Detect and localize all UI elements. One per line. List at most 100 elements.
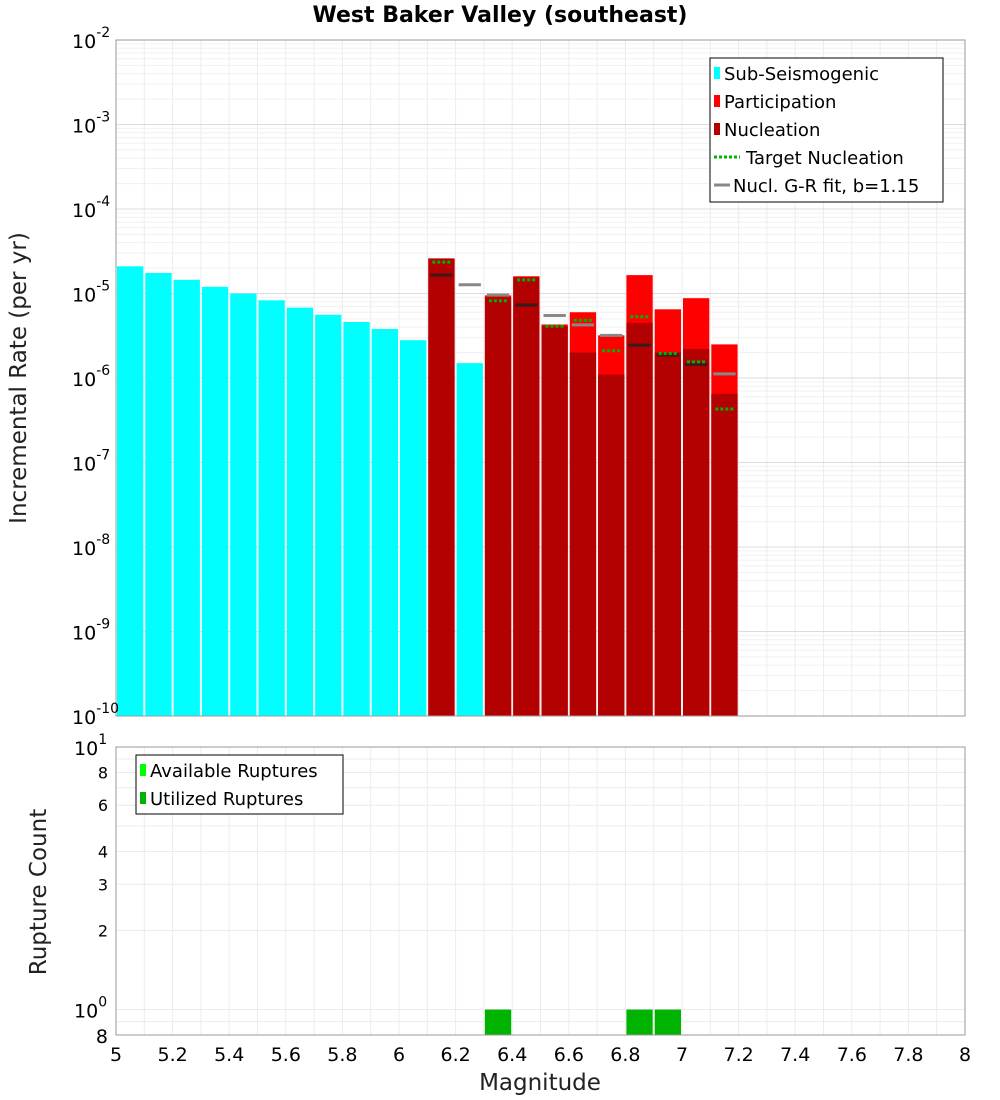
x-tick-label: 7.4 — [780, 1044, 810, 1066]
legend-swatch-nucleation — [714, 123, 720, 135]
legend-label-sub-seismogenic: Sub-Seismogenic — [724, 64, 879, 85]
rate-y-tick-label: 10-4 — [72, 194, 110, 222]
rupture-y-tick-bottom: 8 — [96, 1026, 108, 1048]
bar-nucleation — [683, 349, 710, 716]
rate-y-tick-label: 10-6 — [72, 363, 110, 391]
rupture-y-tick-minor: 2 — [98, 922, 108, 941]
x-tick-label: 5.6 — [271, 1044, 301, 1066]
rate-plot-frame — [115, 39, 966, 717]
x-tick-label: 5.8 — [327, 1044, 357, 1066]
rate-y-tick: 10-9 — [72, 617, 110, 645]
rate-y-tick: 10-10 — [72, 701, 119, 729]
rupture-bars — [484, 1009, 681, 1035]
rupture-gridlines — [115, 747, 966, 1035]
bar-sub-seismogenic — [145, 272, 172, 716]
x-tick-label: 7.2 — [723, 1044, 753, 1066]
x-tick-label: 6 — [393, 1044, 405, 1066]
legend-label-gr-fit: Nucl. G-R fit, b=1.15 — [733, 176, 919, 197]
legend-swatch-available — [140, 764, 146, 776]
rate-y-tick-label: 10-8 — [72, 532, 110, 560]
rate-y-tick: 10-5 — [72, 279, 110, 307]
rate-y-axis-label: Incremental Rate (per yr) — [6, 232, 32, 524]
rate-y-tick-label: 10-7 — [72, 448, 110, 476]
x-tick-label: 7.8 — [893, 1044, 923, 1066]
rate-y-tick: 10-2 — [72, 25, 110, 53]
bar-utilized-ruptures — [654, 1009, 681, 1035]
rate-line-marks — [430, 260, 736, 411]
bar-nucleation — [484, 297, 512, 716]
legend-label-participation: Participation — [724, 92, 836, 113]
rupture-y-tick-minor: 6 — [98, 796, 108, 815]
rate-y-ticks: 10-10 10-9 10-8 10-7 10-6 10-5 10-4 10-3 10-2 — [72, 25, 119, 729]
rate-y-tick: 10-3 — [72, 110, 110, 138]
rupture-y-tick-minor: 3 — [98, 875, 108, 894]
bar-sub-seismogenic — [201, 286, 229, 716]
chart-title: West Baker Valley (southeast) — [313, 3, 688, 28]
bar-nucleation — [626, 322, 653, 716]
rupture-legend: Available Ruptures Utilized Ruptures — [135, 754, 344, 815]
x-tick-label: 7 — [676, 1044, 688, 1066]
x-axis-label: Magnitude — [479, 1070, 601, 1096]
x-tick-label: 5.4 — [214, 1044, 244, 1066]
bar-nucleation — [541, 326, 568, 716]
bar-nucleation — [711, 393, 738, 716]
rupture-x-ticks: 5 5.2 5.4 5.6 5.8 6 6.2 6.4 6.6 6.8 7 7.2 7.4 7.6 7.8 8 — [110, 1044, 971, 1066]
x-tick-label: 6.2 — [440, 1044, 470, 1066]
bar-sub-seismogenic — [400, 340, 427, 716]
rate-y-tick-label: 10-9 — [72, 617, 110, 645]
rate-y-tick: 10-7 — [72, 448, 110, 476]
rupture-y-tick-major: 101 — [74, 732, 107, 760]
rate-bars — [117, 258, 738, 716]
bar-utilized-ruptures — [484, 1009, 512, 1035]
rupture-y-tick-major: 100 — [74, 995, 107, 1023]
rate-panel: 10-10 10-9 10-8 10-7 10-6 10-5 10-4 10-3 10-2 In… — [6, 25, 966, 729]
legend-label-available: Available Ruptures — [150, 761, 318, 782]
bar-nucleation — [428, 258, 455, 716]
legend-swatch-utilized — [140, 792, 146, 804]
legend-swatch-sub-seismogenic — [714, 67, 720, 79]
rupture-legend-box — [135, 754, 344, 815]
rate-y-tick: 10-4 — [72, 194, 110, 222]
x-tick-label: 5 — [110, 1044, 122, 1066]
rupture-plot-frame — [115, 746, 966, 1036]
rupture-y-axis-label: Rupture Count — [26, 809, 52, 975]
bar-sub-seismogenic — [258, 300, 285, 716]
bar-sub-seismogenic — [315, 314, 342, 716]
bar-nucleation — [569, 352, 597, 716]
rate-legend: Sub-Seismogenic Participation Nucleation… — [709, 57, 944, 203]
rate-legend-box — [709, 57, 944, 203]
rate-y-tick-label: 10-2 — [72, 25, 110, 53]
rate-y-tick-label: 10-10 — [72, 701, 119, 729]
rate-gridlines — [115, 40, 966, 717]
x-tick-label: 7.6 — [837, 1044, 867, 1066]
rupture-count-panel: 100 101 2 3 4 6 8 8 5 5.2 5.4 5.6 5.8 6 6.2 6.4 6.6 6.8 7… — [26, 732, 971, 1096]
bar-sub-seismogenic — [230, 293, 257, 716]
bar-nucleation — [513, 277, 540, 716]
bar-sub-seismogenic — [456, 363, 483, 716]
rupture-y-tick-minor: 8 — [98, 763, 108, 782]
x-tick-label: 6.6 — [554, 1044, 584, 1066]
bar-sub-seismogenic — [371, 329, 398, 716]
legend-label-utilized: Utilized Ruptures — [150, 789, 303, 810]
x-tick-label: 8 — [959, 1044, 971, 1066]
x-tick-label: 5.2 — [157, 1044, 187, 1066]
legend-label-nucleation: Nucleation — [724, 120, 820, 141]
rate-y-tick-label: 10-5 — [72, 279, 110, 307]
rupture-y-tick-minor: 4 — [98, 842, 108, 861]
bar-sub-seismogenic — [117, 266, 144, 716]
bar-sub-seismogenic — [343, 321, 370, 716]
x-tick-label: 6.4 — [497, 1044, 527, 1066]
bar-sub-seismogenic — [286, 307, 314, 716]
rupture-y-ticks: 100 101 2 3 4 6 8 8 — [74, 732, 108, 1048]
bar-utilized-ruptures — [626, 1009, 653, 1035]
x-tick-label: 6.8 — [610, 1044, 640, 1066]
legend-label-target-nucleation: Target Nucleation — [745, 148, 904, 169]
bar-nucleation — [598, 374, 625, 716]
legend-swatch-participation — [714, 95, 720, 107]
bar-sub-seismogenic — [173, 279, 200, 716]
rate-y-tick-label: 10-3 — [72, 110, 110, 138]
rate-y-tick: 10-8 — [72, 532, 110, 560]
rate-y-tick: 10-6 — [72, 363, 110, 391]
bar-nucleation — [654, 352, 681, 716]
